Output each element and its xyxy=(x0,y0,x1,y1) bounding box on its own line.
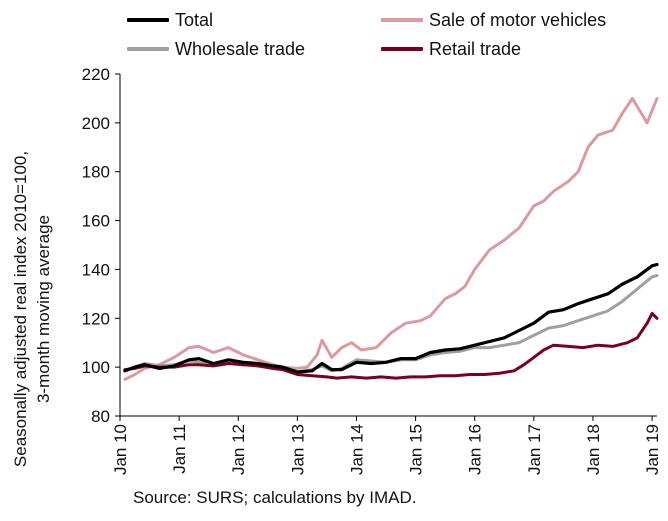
y-tick-label: 80 xyxy=(91,407,110,426)
legend-item-motor-vehicles: Sale of motor vehicles xyxy=(381,8,606,32)
legend-swatch-wholesale xyxy=(127,47,169,51)
series-line-retail-trade xyxy=(123,311,659,380)
y-tick-label: 180 xyxy=(82,163,110,182)
x-tick-label: Jan 17 xyxy=(525,424,544,475)
y-tick-label: 160 xyxy=(82,212,110,231)
y-tick-label: 140 xyxy=(82,260,110,279)
y-axis-label: Seasonally adjusted real index 2010=100,… xyxy=(7,151,57,467)
legend-item-wholesale: Wholesale trade xyxy=(127,37,305,61)
source-note: Source: SURS; calculations by IMAD. xyxy=(133,488,417,507)
legend-label-wholesale: Wholesale trade xyxy=(175,38,306,59)
legend-item-retail: Retail trade xyxy=(381,37,521,61)
legend-swatch-retail xyxy=(381,47,423,51)
series-line-wholesale-trade xyxy=(123,274,659,374)
x-tick-label: Jan 14 xyxy=(347,424,366,475)
legend-label-motor-vehicles: Sale of motor vehicles xyxy=(429,9,607,30)
x-tick-label: Jan 10 xyxy=(111,424,130,475)
y-tick-label: 120 xyxy=(82,309,110,328)
legend-item-total: Total xyxy=(127,8,213,32)
series-layer xyxy=(123,96,659,381)
series-line-total xyxy=(123,262,659,374)
legend-label-total: Total xyxy=(175,9,214,30)
axes-layer: 80 100 120 140 160 180 200 220 Jan 10 Jan 11 Jan 1… xyxy=(82,65,662,475)
x-tick-label: Jan 18 xyxy=(584,424,603,475)
y-tick-label: 200 xyxy=(82,114,110,133)
y-tick-label: 220 xyxy=(82,65,110,84)
legend-swatch-total xyxy=(127,18,169,22)
series-line-sale-of-motor-vehicles xyxy=(123,96,659,381)
y-axis-label-line-2: 3-month moving average xyxy=(34,214,53,404)
x-tick-label: Jan 19 xyxy=(643,424,662,475)
legend-swatch-motor-vehicles xyxy=(381,18,423,22)
x-tick-label: Jan 15 xyxy=(407,424,426,475)
y-axis-label-line-1: Seasonally adjusted real index 2010=100, xyxy=(11,150,30,468)
x-tick-label: Jan 11 xyxy=(170,424,189,474)
x-tick-label: Jan 13 xyxy=(288,424,307,475)
x-tick-label: Jan 12 xyxy=(229,424,248,475)
legend-label-retail: Retail trade xyxy=(429,38,522,59)
x-tick-label: Jan 16 xyxy=(466,424,485,475)
y-tick-label: 100 xyxy=(82,358,110,377)
